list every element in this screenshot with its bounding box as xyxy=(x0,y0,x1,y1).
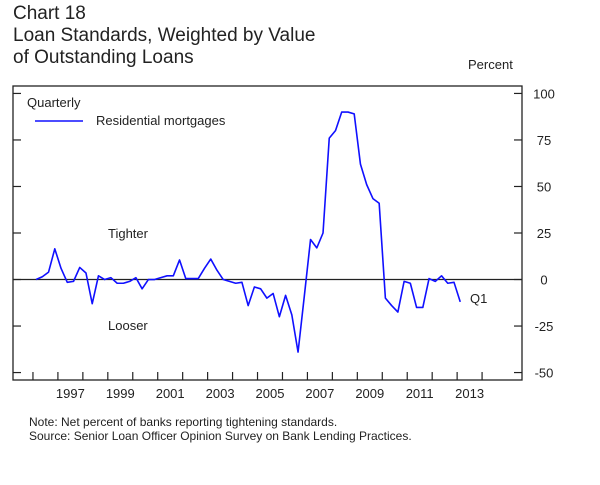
chart-source: Source: Senior Loan Officer Opinion Surv… xyxy=(29,429,412,443)
y-axis-ticks: 100 75 50 25 0 -25 -50 xyxy=(13,86,555,381)
y-tick-label: 75 xyxy=(537,133,551,148)
plot-frame xyxy=(12,85,523,381)
x-tick-label: 2001 xyxy=(156,386,185,401)
chart-note: Note: Net percent of banks reporting tig… xyxy=(29,415,338,429)
frequency-label: Quarterly xyxy=(27,95,81,110)
y-tick-label: -25 xyxy=(535,319,554,334)
x-tick-label: 2007 xyxy=(305,386,334,401)
chart-number: Chart 18 xyxy=(13,3,86,24)
x-tick-label: 2013 xyxy=(455,386,484,401)
x-tick-label: 2003 xyxy=(206,386,235,401)
annotation-looser: Looser xyxy=(108,318,148,333)
legend-label-residential-mortgages: Residential mortgages xyxy=(96,113,226,128)
x-tick-label: 1999 xyxy=(106,386,135,401)
y-tick-label: 50 xyxy=(537,179,551,194)
plot-border xyxy=(12,85,523,381)
series-line-residential-mortgages xyxy=(35,111,462,353)
y-tick-label: 25 xyxy=(537,226,551,241)
x-tick-label: 2005 xyxy=(256,386,285,401)
x-tick-label: 2009 xyxy=(355,386,384,401)
y-axis-units-label: Percent xyxy=(468,57,513,72)
annotation-last-point-q1: Q1 xyxy=(470,291,487,306)
chart-title-line-2: of Outstanding Loans xyxy=(13,47,194,68)
chart-title-line-1: Loan Standards, Weighted by Value xyxy=(13,25,316,46)
annotation-tighter: Tighter xyxy=(108,226,149,241)
y-tick-label: 0 xyxy=(540,273,547,288)
x-axis-ticks: 1997 1999 2001 2003 2005 2007 2009 2011 2013 xyxy=(32,372,484,401)
y-tick-label: -50 xyxy=(535,366,554,381)
series-points xyxy=(36,112,461,353)
x-tick-label: 1997 xyxy=(56,386,85,401)
x-tick-label: 2011 xyxy=(406,386,434,401)
y-tick-label: 100 xyxy=(533,86,555,101)
